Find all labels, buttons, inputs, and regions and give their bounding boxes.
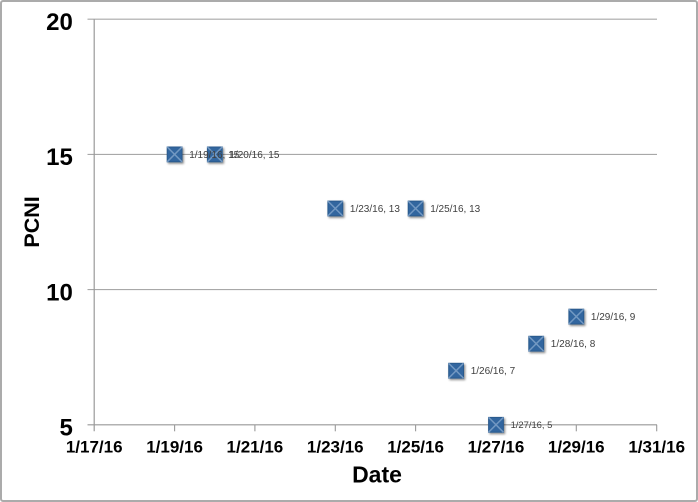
svg-text:1/28/16, 8: 1/28/16, 8: [551, 339, 596, 350]
svg-text:1/27/16, 5: 1/27/16, 5: [511, 419, 553, 430]
svg-text:1/26/16, 7: 1/26/16, 7: [471, 366, 516, 377]
svg-text:5: 5: [59, 415, 72, 442]
svg-text:20: 20: [46, 9, 73, 36]
svg-text:1/29/16, 9: 1/29/16, 9: [591, 312, 636, 323]
svg-text:10: 10: [46, 279, 73, 306]
svg-text:1/19/16: 1/19/16: [146, 438, 203, 457]
svg-text:1/23/16: 1/23/16: [307, 438, 364, 457]
svg-text:15: 15: [46, 144, 73, 171]
svg-text:PCNI: PCNI: [20, 196, 44, 247]
svg-text:1/19/16, 15: 1/19/16, 15: [189, 150, 239, 161]
svg-text:1/23/16, 13: 1/23/16, 13: [350, 204, 400, 215]
svg-text:1/21/16: 1/21/16: [227, 438, 284, 457]
svg-text:1/20/16, 15: 1/20/16, 15: [229, 150, 279, 161]
svg-text:1/25/16: 1/25/16: [387, 438, 444, 457]
svg-text:1/17/16: 1/17/16: [66, 438, 123, 457]
svg-text:1/25/16, 13: 1/25/16, 13: [430, 204, 480, 215]
svg-text:1/29/16: 1/29/16: [548, 438, 605, 457]
svg-text:1/31/16: 1/31/16: [628, 438, 685, 457]
svg-text:Date: Date: [352, 461, 402, 487]
svg-text:1/27/16: 1/27/16: [468, 438, 525, 457]
